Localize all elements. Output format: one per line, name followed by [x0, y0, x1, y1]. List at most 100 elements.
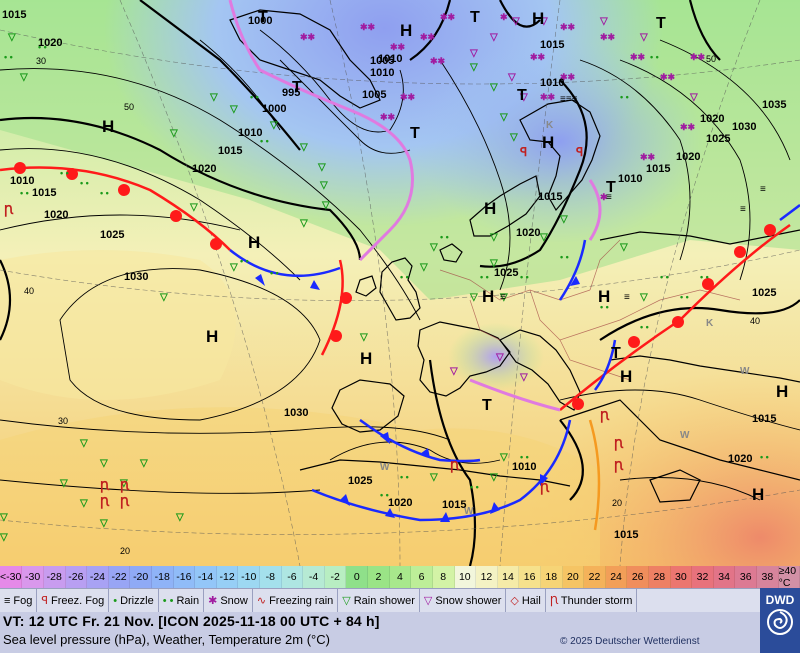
svg-text:✱✱: ✱✱ [680, 122, 696, 132]
svg-text:W: W [464, 506, 474, 517]
isobar-label: 1010 [618, 173, 642, 185]
svg-text:✱✱: ✱✱ [630, 52, 646, 62]
isobar-label: 1015 [540, 39, 564, 51]
isobar-label: 1000 [248, 15, 272, 27]
temperature-scale-cell: 32 [692, 566, 714, 588]
svg-text:✱✱: ✱✱ [690, 52, 706, 62]
svg-text:• •: • • [560, 252, 569, 262]
rain-icon: • • [162, 594, 174, 607]
temperature-scale-cell: -26 [65, 566, 88, 588]
svg-text:✱✱: ✱✱ [530, 52, 546, 62]
svg-text:≡≡≡: ≡≡≡ [560, 94, 578, 105]
svg-text:▽: ▽ [189, 202, 198, 213]
svg-text:• •: • • [700, 272, 709, 282]
legend-item: ꟼ Freez. Fog [37, 589, 110, 612]
isobar-label: 1015 [442, 499, 466, 511]
copyright: © 2025 Deutscher Wetterdienst [560, 636, 700, 647]
isobar-label: 1025 [752, 287, 776, 299]
svg-text:▽: ▽ [519, 92, 528, 103]
svg-text:W: W [680, 430, 690, 441]
svg-text:▽: ▽ [469, 62, 478, 73]
high-center: H [482, 287, 494, 306]
info-panel: VT: 12 UTC Fr. 21 Nov. [ICON 2025-11-18 … [0, 612, 760, 653]
svg-text:✱✱: ✱✱ [400, 92, 416, 102]
isobar-label: 1015 [2, 9, 26, 21]
high-center: H [206, 327, 218, 346]
isobar-label: 995 [282, 87, 300, 99]
low-center: T [410, 125, 420, 142]
freezing-fog-icon: ꟼ [41, 594, 49, 607]
isobar-label: 1015 [752, 413, 776, 425]
svg-text:≡: ≡ [760, 184, 766, 195]
svg-text:✱✱: ✱✱ [660, 72, 676, 82]
legend-item: ▽ Snow shower [420, 589, 507, 612]
svg-text:▽: ▽ [639, 32, 648, 43]
temperature-scale-cell: -16 [173, 566, 196, 588]
isobar-label: 1030 [284, 407, 308, 419]
temperature-scale-cell: 26 [627, 566, 649, 588]
svg-text:ꟼ: ꟼ [576, 145, 583, 159]
high-center: H [776, 382, 788, 401]
svg-text:✱✱: ✱✱ [560, 22, 576, 32]
isobar-label: 1020 [728, 453, 752, 465]
isobar-label: 1025 [494, 267, 518, 279]
low-pressure-centers: T T T T T T T T T [258, 9, 666, 414]
temperature-scale-cell: 30 [670, 566, 693, 588]
temperature-scale-cell: -12 [216, 566, 239, 588]
legend-label: Snow shower [435, 594, 502, 607]
svg-text:• •: • • [520, 452, 529, 462]
temperature-scale-cell: ≥40 °C [778, 565, 800, 589]
isobar-label: 1020 [44, 209, 68, 221]
legend-label: Rain shower [353, 594, 415, 607]
svg-text:• •: • • [680, 292, 689, 302]
isobar-label: 1015 [32, 187, 56, 199]
svg-text:▽: ▽ [489, 32, 498, 43]
latitude-label: 20 [612, 498, 622, 508]
isobar-label: 1010 [10, 175, 34, 187]
temperature-scale-cell: 34 [713, 566, 736, 588]
svg-text:• •: • • [270, 268, 279, 278]
isobar-label: 1020 [700, 113, 724, 125]
legend-item: ▽ Rain shower [338, 589, 420, 612]
temperature-scale-cell: -30 [22, 566, 44, 588]
svg-text:• •: • • [660, 272, 669, 282]
legend-item: • • Rain [159, 589, 205, 612]
svg-text:▽: ▽ [7, 32, 16, 43]
isobar-label: 1020 [388, 497, 412, 509]
svg-text:▽: ▽ [317, 162, 326, 173]
temperature-scale-cell: -18 [151, 566, 174, 588]
isobar-label: 1015 [218, 145, 242, 157]
svg-text:Ꞃ: Ꞃ [100, 495, 110, 509]
svg-text:▽: ▽ [509, 132, 518, 143]
temperature-scale-cell: -22 [108, 566, 131, 588]
svg-text:• •: • • [470, 482, 479, 492]
svg-text:▽: ▽ [499, 112, 508, 123]
svg-text:✱✱: ✱✱ [430, 56, 446, 66]
trough-line [588, 419, 601, 531]
low-center: T [611, 345, 621, 362]
svg-text:• •: • • [38, 42, 47, 52]
isobar-label: 1020 [38, 37, 62, 49]
occluded-front [228, 0, 602, 412]
svg-text:▽: ▽ [321, 200, 330, 211]
isobar-label: 1015 [614, 529, 638, 541]
warm-front [0, 162, 791, 411]
svg-text:▽: ▽ [469, 48, 478, 59]
temperature-scale-cell: 24 [605, 566, 628, 588]
borders [439, 239, 741, 381]
valid-time: VT: 12 UTC Fr. 21 Nov. [ICON 2025-11-18 … [3, 613, 380, 629]
logo-text: DWD [765, 593, 795, 607]
svg-text:▽: ▽ [229, 262, 238, 273]
svg-text:▽: ▽ [539, 232, 548, 243]
svg-text:✱✱: ✱✱ [390, 42, 406, 52]
svg-text:✱: ✱ [500, 12, 508, 22]
temperature-scale-cell: 28 [648, 566, 671, 588]
svg-text:▽: ▽ [489, 232, 498, 243]
weather-legend: ≡ Fog ꟼ Freez. Fog • Drizzle • • Rain ✱ Snow ∿ Free… [0, 588, 760, 613]
svg-text:• •: • • [20, 188, 29, 198]
svg-text:▽: ▽ [119, 478, 128, 489]
chart-description: Sea level pressure (hPa), Weather, Tempe… [3, 632, 330, 647]
svg-text:▽: ▽ [449, 366, 458, 377]
svg-text:▽: ▽ [429, 242, 438, 253]
temperature-scale-cell: -14 [195, 566, 217, 588]
